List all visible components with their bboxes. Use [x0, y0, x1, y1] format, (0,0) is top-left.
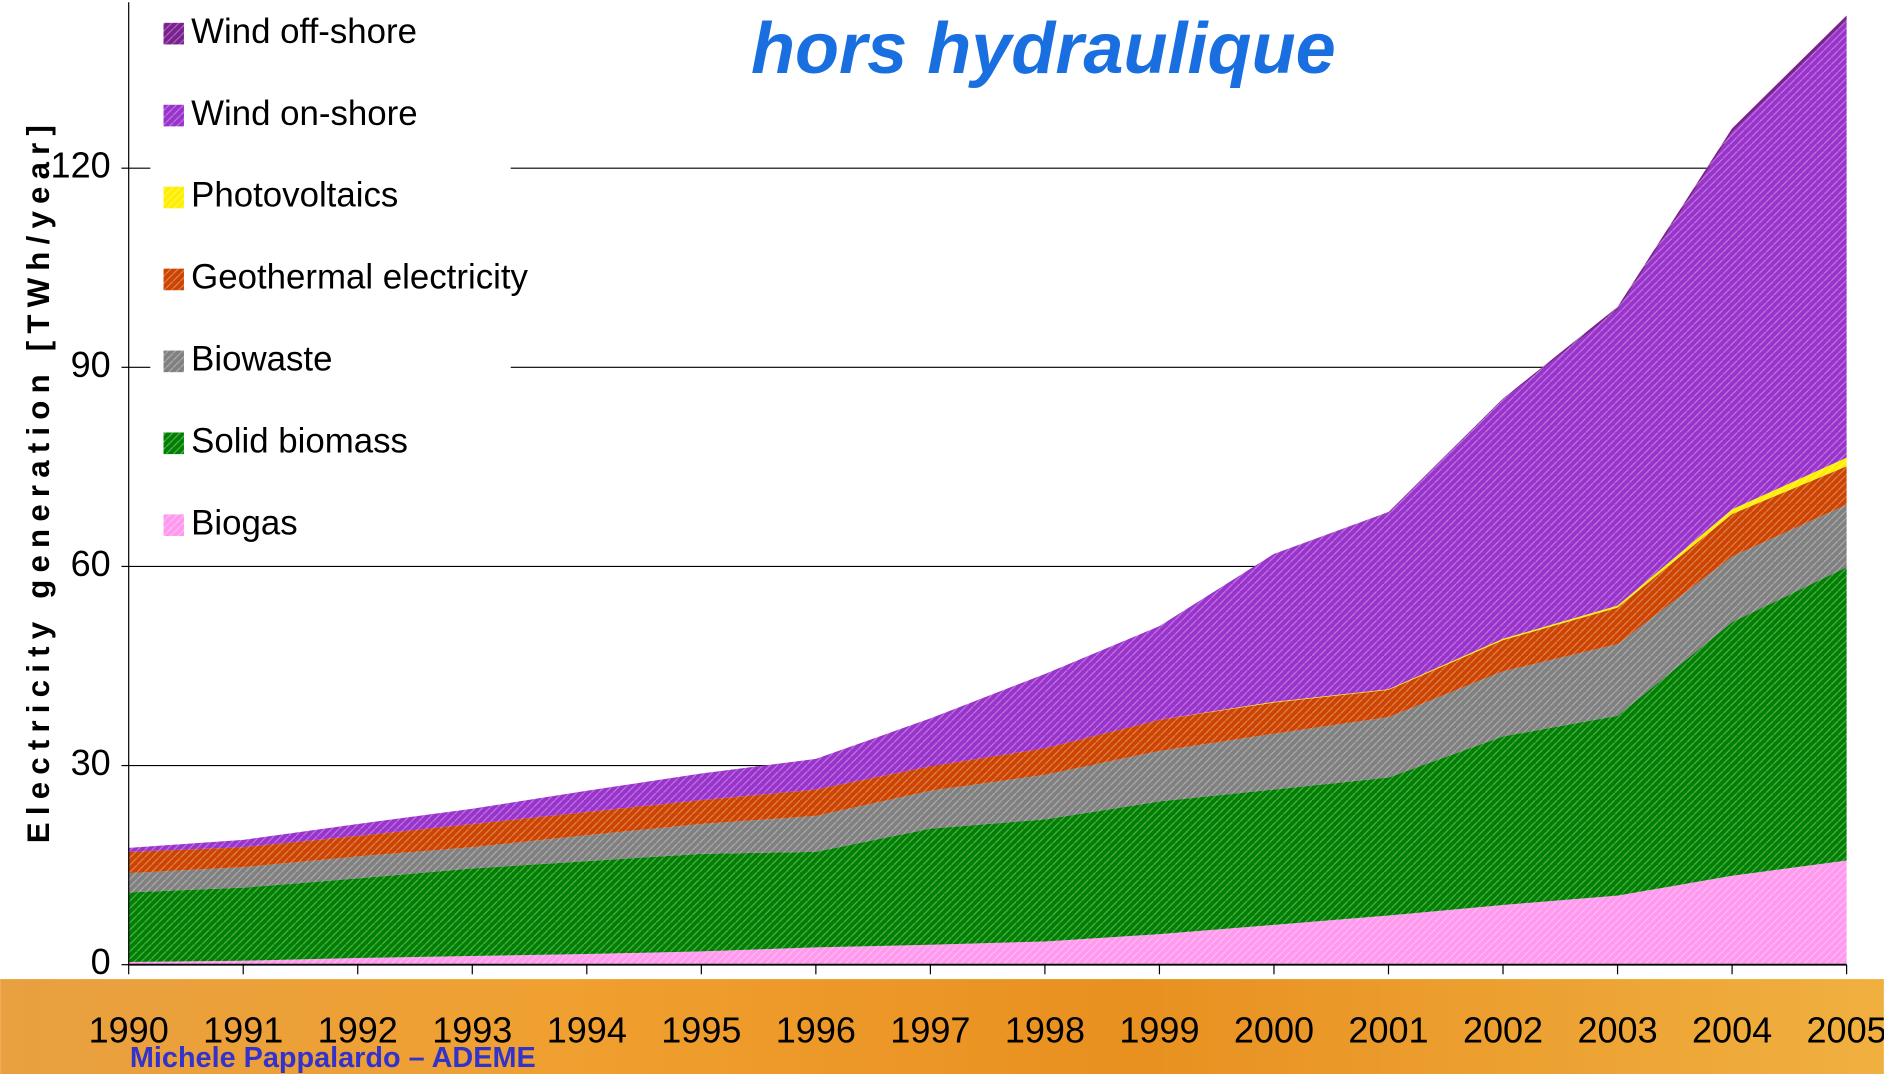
x-tick-label: 1992 [318, 1010, 398, 1051]
x-tick-label: 1995 [661, 1010, 741, 1051]
y-tick-label: 60 [71, 543, 111, 584]
legend-label: Photovoltaics [191, 176, 398, 215]
x-tick-label: 1997 [890, 1010, 970, 1051]
legend-label: Solid biomass [191, 421, 408, 460]
legend-label: Biowaste [191, 340, 332, 379]
x-tick-label: 1998 [1005, 1010, 1085, 1051]
legend-label: Wind off-shore [191, 12, 417, 51]
y-tick-label: 0 [91, 941, 111, 982]
chart-title: hors hydraulique [751, 9, 1336, 89]
area [128, 860, 1847, 965]
x-tick-label: 2005 [1807, 1010, 1884, 1051]
footer-strip [0, 979, 1884, 1074]
x-tick-label: 2004 [1692, 1010, 1772, 1051]
x-tick-label: 1999 [1119, 1010, 1199, 1051]
area [128, 567, 1847, 963]
x-tick-label: 1996 [776, 1010, 856, 1051]
legend-swatch [163, 104, 184, 127]
legend-swatch [163, 268, 184, 291]
legend-swatch [163, 350, 184, 373]
area [128, 466, 1847, 874]
legend-swatch [163, 186, 184, 209]
x-tick-label: 1994 [547, 1010, 627, 1051]
x-tick-label: 1991 [203, 1010, 283, 1051]
area [128, 21, 1847, 852]
x-tick-label: 2001 [1348, 1010, 1428, 1051]
x-tick-label: 2003 [1577, 1010, 1657, 1051]
footer: Michele Pappalardo – ADEME [130, 1042, 536, 1074]
legend-bg [150, 0, 511, 559]
x-tick-label: 1993 [432, 1010, 512, 1051]
y-tick-label: 90 [71, 344, 111, 385]
x-tick-label: 2000 [1234, 1010, 1314, 1051]
x-tick-label: 2002 [1463, 1010, 1543, 1051]
legend-swatch [163, 432, 184, 455]
y-tick-label: 30 [71, 742, 111, 783]
legend-label: Wind on-shore [191, 94, 418, 133]
legend-label: Geothermal electricity [191, 258, 528, 297]
y-axis-label: Electricity generation [TWh/year] [21, 118, 56, 843]
legend-swatch [163, 22, 184, 45]
y-tick-label: 120 [51, 145, 111, 186]
legend-swatch [163, 514, 184, 537]
x-tick-label: 1990 [89, 1010, 169, 1051]
legend-label: Biogas [191, 503, 298, 542]
area [128, 504, 1847, 893]
